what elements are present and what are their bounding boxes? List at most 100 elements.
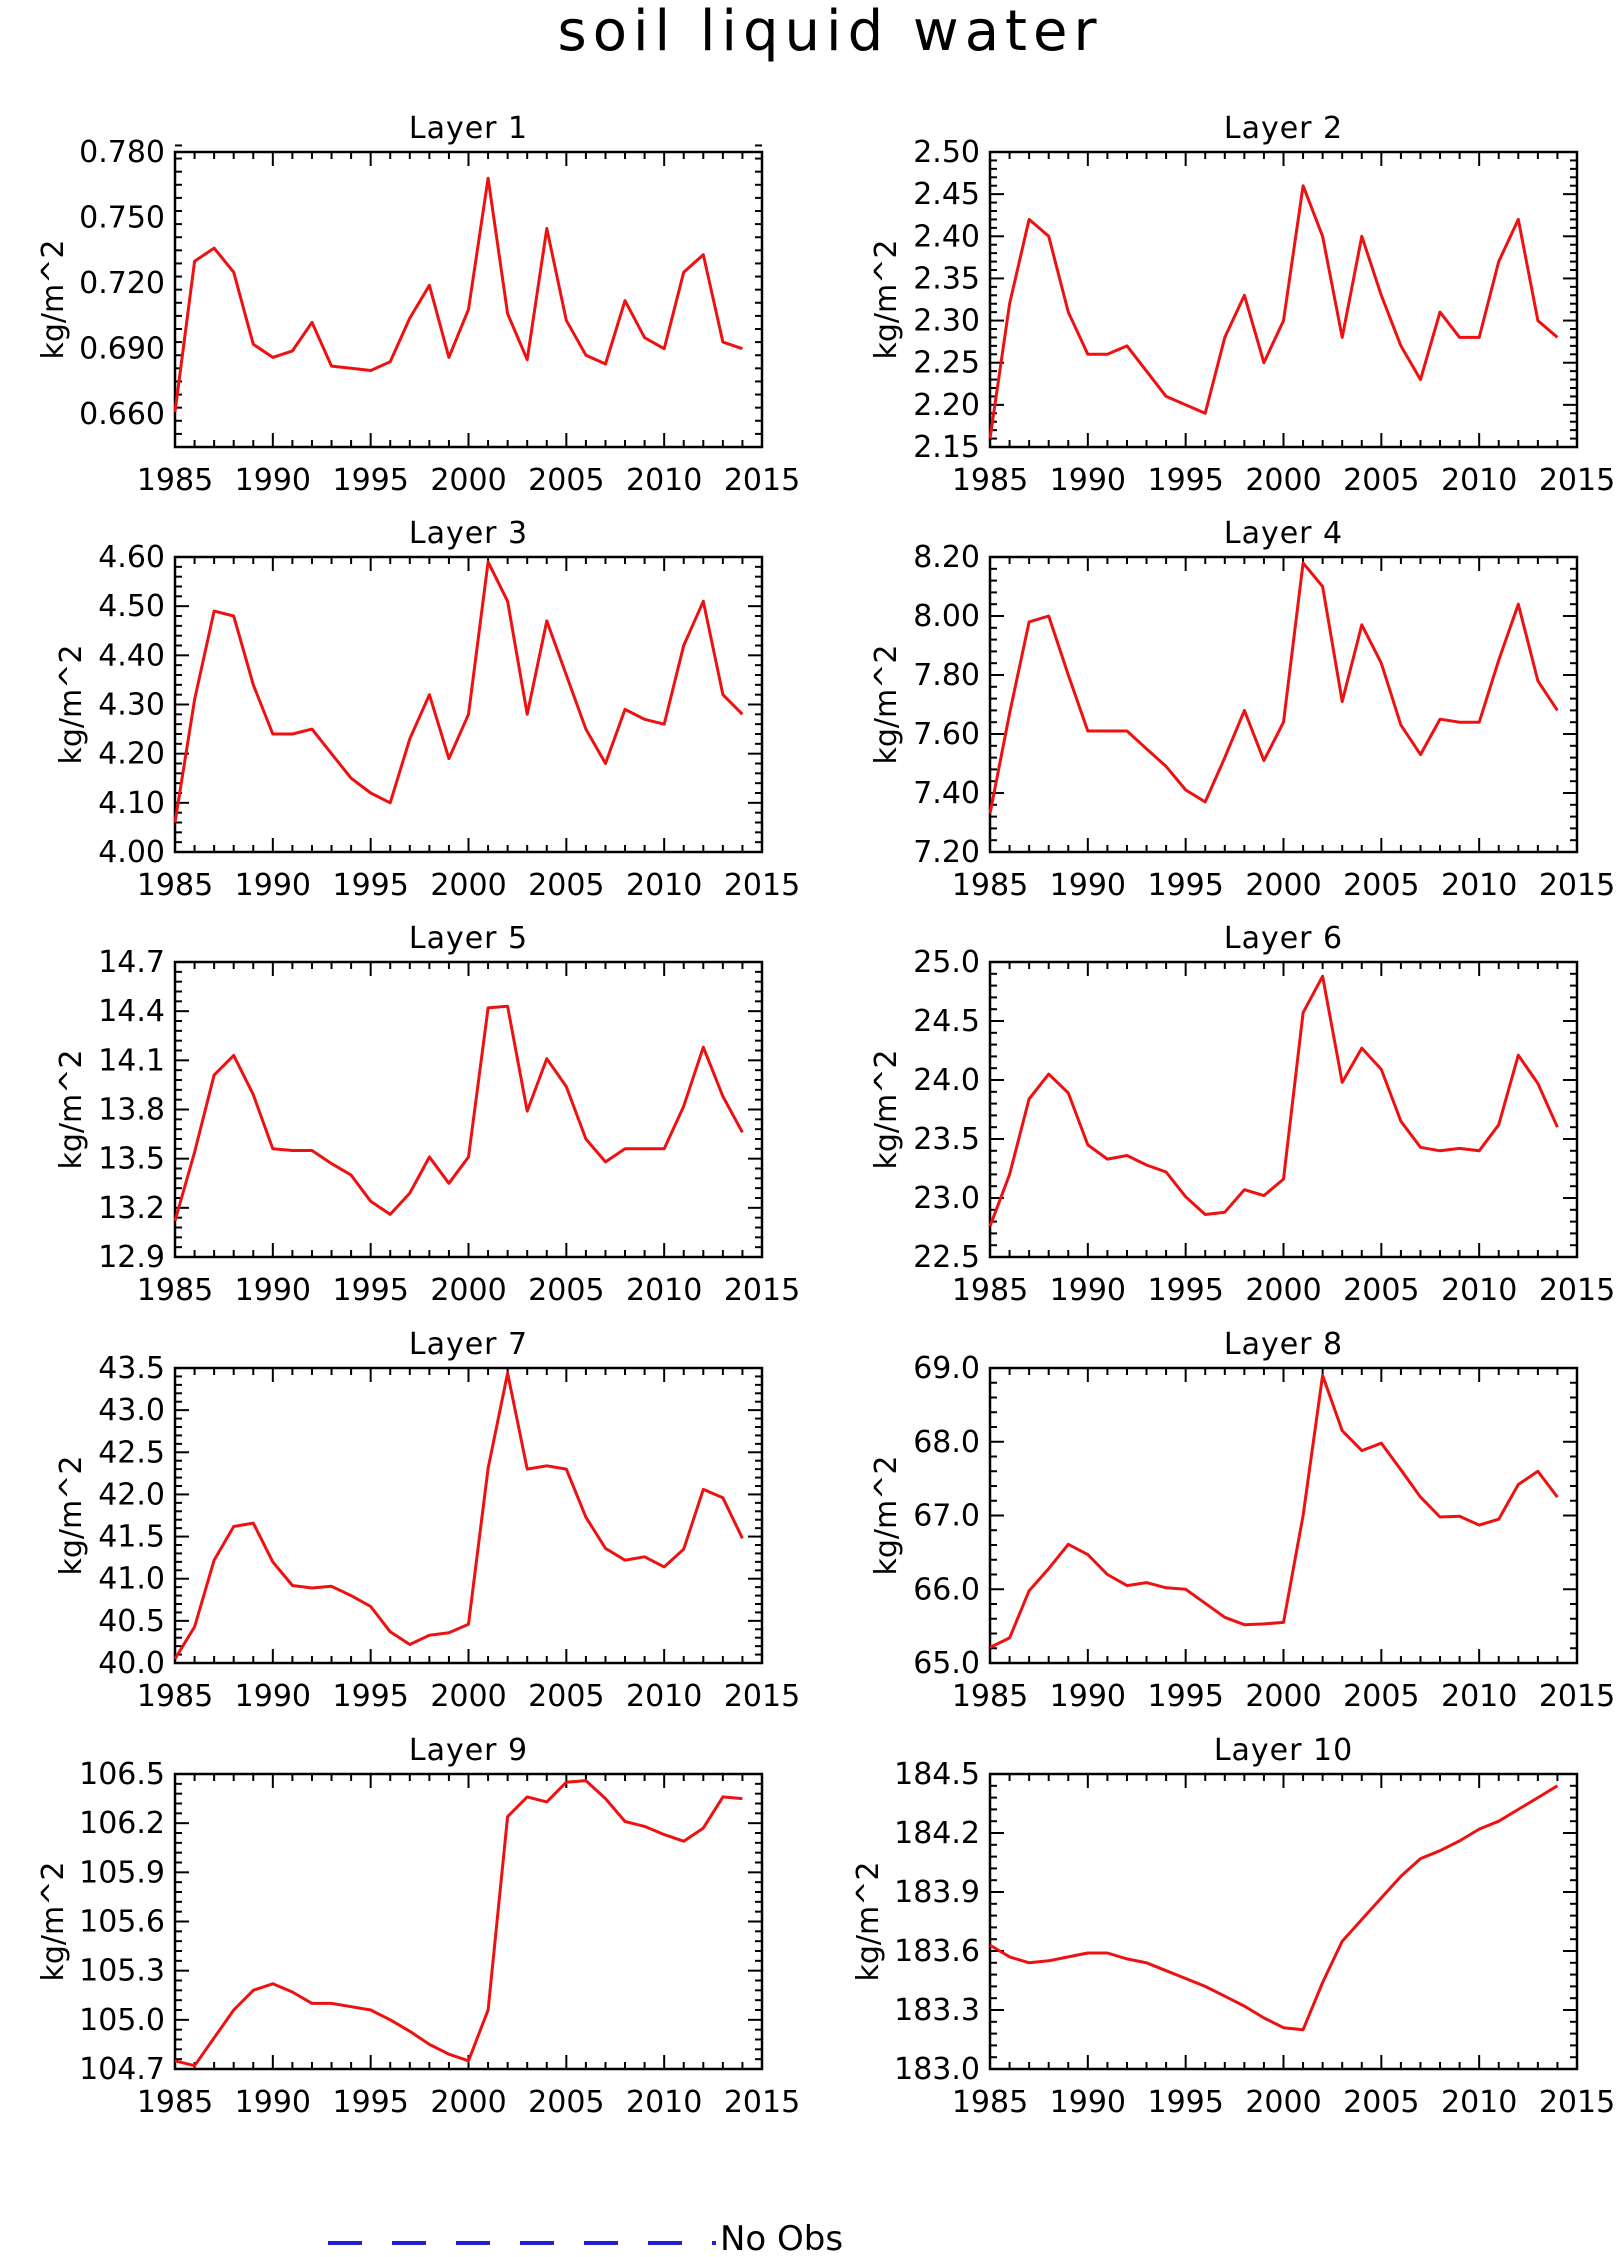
x-tick-label: 1985 [137,463,213,498]
y-tick-label: 4.30 [98,688,165,723]
plot-frame [173,1772,764,2071]
x-tick-label: 2010 [626,1273,702,1308]
panel-title-layer-8: Layer 8 [1224,1327,1343,1362]
series-line-layer-5 [173,1004,744,1222]
y-tick-label: 0.750 [79,201,165,236]
y-tick-label: 12.9 [98,1240,165,1275]
y-tick-label: 43.0 [98,1393,165,1428]
x-tick-label: 1995 [1147,1679,1223,1714]
legend: No Obs [328,2219,843,2257]
panel-title-layer-2: Layer 2 [1224,111,1343,146]
y-axis-label: kg/m^2 [36,240,71,360]
x-tick-label: 2005 [1343,1273,1419,1308]
series-line-layer-3 [173,560,744,823]
y-tick-label: 14.7 [98,945,165,980]
y-tick-label: 105.9 [79,1855,165,1890]
x-tick-label: 1995 [1147,2085,1223,2120]
y-tick-label: 42.5 [98,1435,165,1470]
y-tick-label: 183.3 [894,1993,980,2028]
panel-title-layer-7: Layer 7 [409,1327,528,1362]
y-tick-label: 0.660 [79,397,165,432]
y-axis-label: kg/m^2 [54,1456,89,1576]
x-tick-label: 1995 [332,1679,408,1714]
y-tick-label: 2.50 [913,135,980,170]
x-tick-label: 1985 [952,868,1028,903]
y-axis-label: kg/m^2 [869,645,904,765]
y-tick-label: 67.0 [913,1499,980,1534]
x-tick-label: 1995 [1147,1273,1223,1308]
x-tick-label: 2010 [1441,1679,1517,1714]
y-axis-label: kg/m^2 [54,645,89,765]
x-tick-label: 2015 [724,1679,800,1714]
x-tick-label: 1995 [1147,463,1223,498]
x-tick-label: 2000 [430,2085,506,2120]
y-tick-label: 40.5 [98,1604,165,1639]
y-tick-label: 105.0 [79,2003,165,2038]
y-tick-label: 2.40 [913,219,980,254]
panel-layer-5: 1985 1990 1995 2000 2005 2010 2015 12.9 13.2 13.5… [54,921,800,1308]
x-tick-label: 2005 [1343,1679,1419,1714]
y-tick-label: 0.720 [79,266,165,301]
y-tick-label: 104.7 [79,2052,165,2087]
y-tick-label: 42.0 [98,1477,165,1512]
panel-layer-9: 1985 1990 1995 2000 2005 2010 2015 104.7 105.0 10… [36,1733,800,2120]
panel-title-layer-6: Layer 6 [1224,921,1343,956]
x-tick-label: 2010 [1441,1273,1517,1308]
y-tick-label: 69.0 [913,1351,980,1386]
y-tick-label: 2.45 [913,177,980,212]
x-tick-label: 2005 [528,2085,604,2120]
x-tick-label: 2005 [1343,463,1419,498]
y-tick-label: 25.0 [913,945,980,980]
y-tick-label: 2.25 [913,346,980,381]
series-line-layer-8 [989,1373,1559,1649]
x-tick-label: 2010 [1441,463,1517,498]
x-tick-label: 1990 [235,868,311,903]
panel-title-layer-3: Layer 3 [409,516,528,551]
x-tick-label: 1990 [235,2085,311,2120]
legend-label-no-obs: No Obs [720,2219,843,2252]
y-axis-label: kg/m^2 [54,1050,89,1170]
x-tick-label: 1985 [137,2085,213,2120]
x-tick-label: 2000 [1245,2085,1321,2120]
panel-title-layer-1: Layer 1 [409,111,528,146]
x-tick-label: 1995 [332,1273,408,1308]
x-tick-label: 1985 [952,463,1028,498]
x-tick-label: 2000 [1245,868,1321,903]
y-tick-label: 24.0 [913,1063,980,1098]
x-tick-label: 1990 [1050,1273,1126,1308]
x-tick-label: 2010 [1441,868,1517,903]
y-tick-label: 2.15 [913,430,980,465]
y-axis-label: kg/m^2 [869,240,904,360]
panel-layer-7: 1985 1990 1995 2000 2005 2010 2015 40.0 40.5 41.0… [54,1327,800,1714]
x-tick-label: 2010 [1441,2085,1517,2120]
x-tick-label: 2010 [626,2085,702,2120]
y-tick-label: 4.00 [98,835,165,870]
x-tick-label: 2015 [1539,2085,1615,2120]
x-tick-label: 2000 [430,1273,506,1308]
panel-title-layer-10: Layer 10 [1214,1733,1353,1768]
y-tick-label: 40.0 [98,1646,165,1681]
y-tick-label: 105.6 [79,1905,165,1940]
panel-layer-4: 1985 1990 1995 2000 2005 2010 2015 7.20 7.40 7.60… [869,516,1615,903]
figure-title: soil liquid water [558,0,1103,64]
y-axis-label: kg/m^2 [869,1050,904,1170]
x-tick-label: 2000 [430,868,506,903]
x-tick-label: 2010 [626,868,702,903]
series-line-layer-1 [173,176,743,413]
y-tick-label: 2.30 [913,304,980,339]
panel-layer-3: 1985 1990 1995 2000 2005 2010 2015 4.00 4.10 4.20… [54,516,800,903]
x-tick-label: 2005 [528,1679,604,1714]
panel-title-layer-9: Layer 9 [409,1733,528,1768]
x-tick-label: 2005 [1343,868,1419,903]
x-tick-label: 1990 [235,1679,311,1714]
series-line-layer-9 [174,1779,743,2068]
plot-frame [988,1772,1579,2071]
y-tick-label: 4.50 [98,589,165,624]
y-tick-label: 183.0 [894,2052,980,2087]
x-tick-label: 1985 [137,868,213,903]
x-tick-label: 2000 [1245,1273,1321,1308]
x-tick-label: 2000 [1245,1679,1321,1714]
panel-layer-8: 1985 1990 1995 2000 2005 2010 2015 65.0 66.0 67.0… [869,1327,1615,1714]
y-tick-label: 2.35 [913,261,980,296]
